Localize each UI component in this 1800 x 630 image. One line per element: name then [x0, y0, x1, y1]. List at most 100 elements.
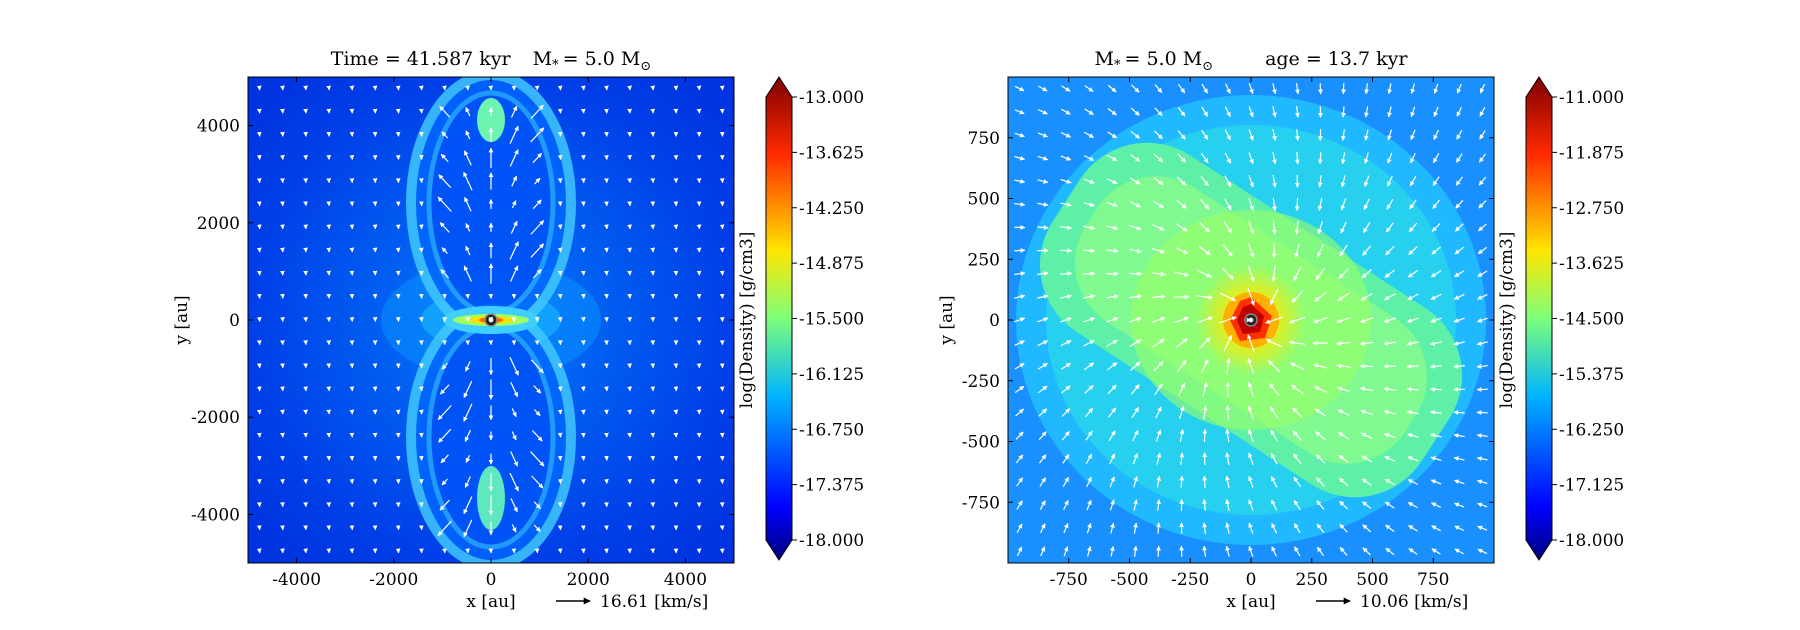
velocity-arrow — [1316, 546, 1325, 557]
velocity-arrow — [1153, 177, 1164, 186]
velocity-arrow — [1224, 152, 1232, 164]
velocity-arrow — [1037, 362, 1048, 370]
velocity-arrow — [532, 152, 543, 164]
velocity-arrow — [1453, 364, 1465, 369]
velocity-arrow — [1248, 545, 1254, 557]
colorbar-tick-label: -18.000 — [799, 531, 864, 551]
velocity-arrow — [1196, 316, 1213, 324]
velocity-arrow — [1060, 202, 1072, 207]
velocity-arrow — [1383, 432, 1396, 439]
velocity-arrow — [463, 403, 473, 422]
velocity-arrow — [1201, 83, 1208, 94]
velocity-arrow — [1478, 200, 1487, 209]
velocity-arrow — [1174, 271, 1189, 277]
velocity-arrow — [1430, 317, 1442, 323]
velocity-arrow — [532, 199, 542, 210]
y-axis-label-left: y [au] — [172, 295, 192, 345]
velocity-arrow — [1109, 545, 1115, 557]
velocity-arrow — [1387, 106, 1392, 118]
velocity-arrow — [1431, 222, 1441, 232]
velocity-arrow — [1083, 339, 1095, 347]
x-tick-label: -2000 — [369, 570, 418, 590]
y-tick-label: 0 — [229, 311, 240, 331]
velocity-arrow — [1295, 83, 1300, 95]
velocity-arrow — [1361, 478, 1372, 486]
velocity-arrow — [1476, 341, 1488, 346]
velocity-arrow — [1383, 386, 1396, 392]
velocity-arrow — [1060, 294, 1072, 299]
velocity-arrow — [1272, 197, 1277, 212]
velocity-arrow — [1453, 456, 1465, 461]
velocity-arrow — [463, 519, 473, 538]
velocity-arrow — [1360, 386, 1373, 392]
velocity-arrow — [1130, 107, 1140, 116]
velocity-arrow — [1083, 294, 1096, 299]
velocity-arrow — [1106, 201, 1119, 208]
velocity-arrow — [1385, 245, 1395, 256]
velocity-arrow — [1039, 500, 1046, 510]
velocity-arrow — [1083, 225, 1096, 231]
velocity-arrow — [1083, 248, 1096, 254]
velocity-arrow — [534, 409, 541, 417]
velocity-arrow — [1151, 248, 1166, 254]
velocity-arrow — [1108, 407, 1117, 418]
velocity-arrow — [1248, 452, 1254, 465]
velocity-arrow — [1062, 453, 1070, 464]
colorbar-tick-label: -16.125 — [799, 365, 864, 385]
velocity-arrow — [1060, 178, 1072, 184]
velocity-arrow — [1037, 385, 1048, 394]
quiver-key-label-right: 10.06 [km/s] — [1360, 592, 1468, 612]
velocity-arrow — [1454, 270, 1465, 278]
velocity-arrow — [1248, 220, 1255, 235]
velocity-arrow — [530, 220, 545, 235]
velocity-arrow — [1270, 452, 1278, 465]
velocity-arrow — [1152, 200, 1165, 209]
velocity-arrow — [1362, 501, 1372, 510]
y-tick-label: -250 — [962, 372, 1000, 392]
velocity-arrow — [1269, 383, 1280, 396]
velocity-arrow — [1454, 223, 1464, 232]
colorbar-tick-label: -17.375 — [799, 476, 864, 496]
velocity-arrow — [1430, 456, 1442, 462]
velocity-arrow — [1247, 429, 1254, 443]
velocity-arrow — [1129, 224, 1142, 231]
velocity-arrow — [1086, 499, 1092, 511]
x-axis-label-right: x [au] — [1226, 592, 1275, 612]
velocity-arrow — [1271, 265, 1277, 283]
velocity-arrow — [1433, 83, 1439, 94]
velocity-arrow — [1406, 317, 1419, 323]
velocity-arrow — [1455, 199, 1464, 209]
velocity-arrow — [1038, 408, 1048, 417]
velocity-arrow — [1176, 199, 1187, 209]
velocity-arrow — [1362, 524, 1372, 533]
velocity-arrow — [1361, 455, 1372, 463]
velocity-arrow — [1431, 548, 1441, 555]
velocity-arrow — [1341, 106, 1346, 118]
velocity-arrow — [463, 171, 473, 191]
velocity-arrow — [1225, 522, 1230, 534]
velocity-arrow — [1014, 85, 1025, 92]
velocity-arrow — [1110, 522, 1115, 534]
velocity-arrow — [1156, 522, 1161, 534]
velocity-arrow — [1225, 405, 1231, 420]
velocity-arrow — [464, 429, 472, 442]
velocity-arrow — [1156, 452, 1162, 465]
velocity-arrow — [1408, 547, 1418, 555]
velocity-arrow — [1292, 430, 1302, 441]
velocity-arrow — [1014, 155, 1025, 161]
x-tick-label: -500 — [1110, 570, 1148, 590]
velocity-arrow — [1341, 129, 1346, 141]
velocity-arrow — [1200, 358, 1209, 374]
velocity-arrow — [1225, 428, 1230, 443]
velocity-arrow — [1083, 202, 1095, 207]
y-tick-label: -500 — [962, 433, 1000, 453]
velocity-arrow — [1476, 317, 1488, 323]
velocity-arrow — [1407, 293, 1419, 301]
velocity-arrow — [1061, 431, 1070, 441]
velocity-arrow — [1293, 523, 1301, 534]
velocity-arrow — [1154, 107, 1163, 117]
velocity-arrow — [1107, 108, 1117, 116]
velocity-arrow — [1247, 405, 1254, 420]
velocity-arrow — [1223, 334, 1233, 352]
